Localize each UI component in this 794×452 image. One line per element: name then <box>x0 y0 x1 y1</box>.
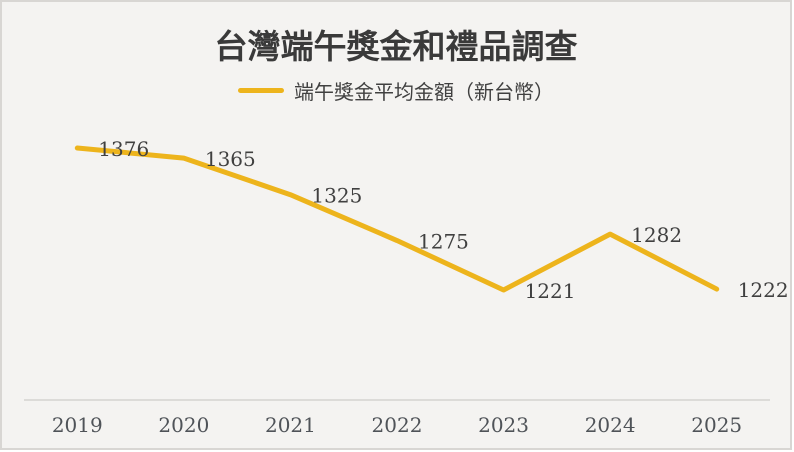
data-label: 1325 <box>311 184 362 208</box>
x-tick-label: 2025 <box>691 413 742 437</box>
data-label: 1221 <box>525 279 576 303</box>
x-tick-label: 2022 <box>372 413 423 437</box>
legend: 端午獎金平均金額（新台幣） <box>2 76 790 105</box>
data-label: 1222 <box>738 278 789 302</box>
x-tick-label: 2020 <box>158 413 209 437</box>
series-line <box>74 145 720 293</box>
data-label: 1376 <box>98 137 149 161</box>
data-label: 1275 <box>418 230 469 254</box>
x-tick-label: 2021 <box>265 413 316 437</box>
data-label: 1365 <box>205 147 256 171</box>
chart-title: 台灣端午獎金和禮品調查 <box>214 27 578 66</box>
x-tick-label: 2019 <box>52 413 103 437</box>
legend-series-label: 端午獎金平均金額（新台幣） <box>294 80 554 104</box>
x-tick-label: 2024 <box>585 413 636 437</box>
data-label: 1282 <box>631 223 682 247</box>
legend-line-swatch-icon <box>238 88 284 93</box>
x-tick-label: 2023 <box>478 413 529 437</box>
